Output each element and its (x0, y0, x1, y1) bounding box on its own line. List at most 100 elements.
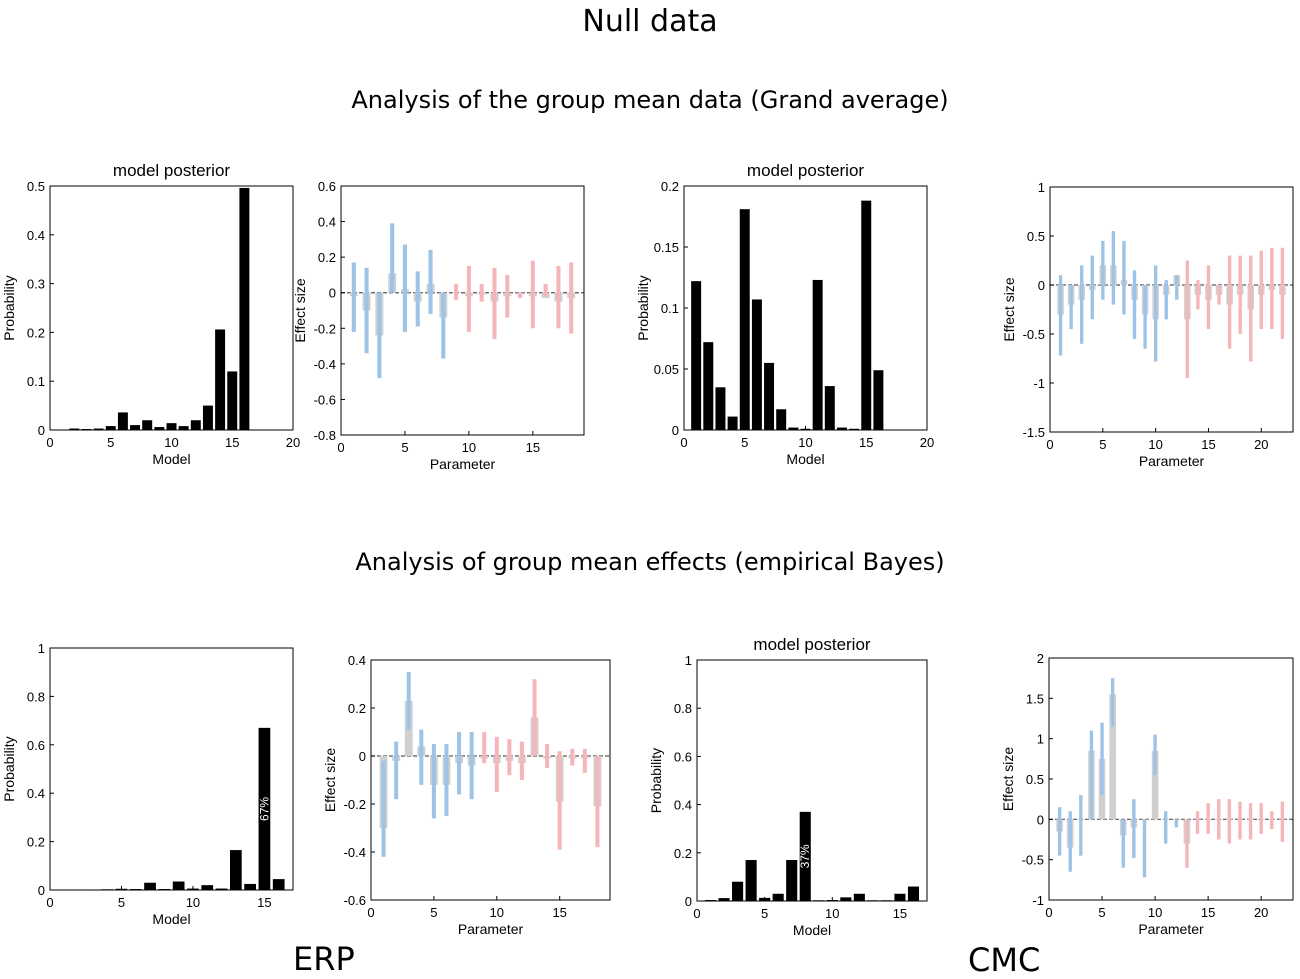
x-tick-label: 5 (430, 905, 437, 920)
credible-interval (1132, 270, 1137, 339)
y-axis-label: Effect size (1000, 747, 1016, 812)
y-tick-label: 0.2 (661, 179, 679, 194)
credible-interval (1249, 255, 1253, 362)
credible-interval (1206, 803, 1210, 834)
credible-interval (1217, 285, 1221, 305)
y-tick-label: 0.15 (654, 240, 679, 255)
probability-bar (849, 428, 860, 430)
axes-frame (1048, 657, 1294, 901)
chart-cmc-bma-peb: 37% 0 5 10 15 0 0.2 0.4 0.6 0.8 1 Model Probability m… (648, 635, 928, 938)
credible-interval (532, 679, 537, 756)
x-tick-label: 5 (1098, 905, 1105, 920)
credible-interval (519, 741, 524, 780)
probability-bar (144, 882, 156, 890)
probability-bar (142, 420, 153, 430)
probability-bar (853, 893, 865, 901)
probability-bar (227, 371, 238, 430)
credible-interval (431, 744, 436, 819)
credible-interval (1175, 275, 1179, 300)
credible-interval (492, 267, 497, 339)
probability-bar (130, 425, 141, 430)
y-tick-label: 0.3 (27, 277, 45, 292)
credible-interval (557, 751, 562, 850)
credible-interval (1259, 250, 1263, 330)
x-tick-label: 10 (825, 906, 839, 921)
x-tick-label: 15 (552, 905, 566, 920)
probability-bar (718, 898, 730, 901)
x-tick-label: 0 (680, 435, 687, 450)
y-tick-label: 0 (359, 749, 366, 764)
figure-title: Null data (582, 4, 718, 39)
probability-bar (154, 427, 165, 430)
axes-frame (49, 647, 294, 891)
credible-interval (505, 274, 510, 318)
credible-interval (444, 744, 449, 816)
credible-interval (1069, 285, 1073, 330)
y-tick-label: 0.1 (661, 301, 679, 316)
y-tick-label: 0 (1038, 278, 1045, 293)
credible-interval (1057, 807, 1062, 856)
probability-bar (215, 329, 226, 430)
probability-bar (202, 405, 213, 430)
y-tick-label: 0.4 (27, 786, 45, 801)
y-tick-label: -0.2 (344, 797, 366, 812)
x-tick-label: 10 (490, 905, 504, 920)
credible-interval (1100, 722, 1104, 796)
y-tick-label: 0 (38, 883, 45, 898)
x-axis-label: Parameter (458, 921, 524, 937)
x-tick-label: 0 (46, 895, 53, 910)
credible-interval (406, 672, 411, 730)
credible-interval (482, 732, 487, 764)
credible-interval (479, 283, 484, 302)
y-tick-label: 0.5 (1026, 772, 1044, 787)
y-tick-label: -1 (1033, 376, 1045, 391)
credible-interval (1174, 819, 1179, 828)
probability-bar (244, 883, 256, 890)
y-axis-label: Effect size (292, 278, 308, 343)
probability-bar (732, 881, 744, 901)
y-axis-label: Probability (1, 275, 17, 340)
credible-interval (1206, 265, 1211, 330)
y-axis-label: Effect size (322, 748, 338, 813)
x-tick-label: 10 (462, 440, 476, 455)
credible-interval (1270, 247, 1274, 330)
y-tick-label: 0.8 (674, 701, 692, 716)
credible-interval (1248, 803, 1253, 840)
x-tick-label: 15 (257, 895, 271, 910)
x-tick-label: 20 (1254, 905, 1268, 920)
x-axis-label: Model (793, 922, 831, 938)
credible-interval (1238, 801, 1242, 840)
credible-interval (428, 250, 433, 315)
x-tick-label: 0 (1045, 905, 1052, 920)
probability-bar (764, 362, 775, 430)
credible-interval (454, 283, 459, 300)
probability-bar (172, 881, 185, 890)
credible-interval (441, 292, 446, 359)
x-tick-label: 5 (107, 435, 114, 450)
x-axis-label: Parameter (430, 456, 496, 472)
chart-title: model posterior (113, 161, 231, 180)
probability-bar (799, 811, 811, 901)
x-tick-label: 15 (1201, 437, 1215, 452)
chart-erp-bma-grand: 0 5 10 15 20 0 0.1 0.2 0.3 0.4 0.5 Model Probability… (1, 161, 300, 467)
credible-interval (1259, 803, 1263, 834)
probability-bar (239, 187, 250, 430)
credible-interval (595, 756, 600, 848)
credible-interval (394, 741, 399, 800)
probability-bar (178, 426, 189, 430)
credible-interval (545, 744, 550, 768)
credible-interval (556, 266, 561, 329)
credible-interval (1080, 265, 1084, 344)
x-axis-label: Model (786, 451, 824, 467)
y-tick-label: 0.6 (27, 738, 45, 753)
credible-interval (1270, 811, 1274, 830)
effect-bar (1109, 694, 1116, 820)
y-tick-label: 0.4 (27, 228, 45, 243)
credible-interval (569, 262, 574, 334)
x-tick-label: 0 (693, 906, 700, 921)
x-tick-label: 0 (367, 905, 374, 920)
effect-bar (1151, 750, 1159, 820)
y-tick-label: 1 (38, 641, 45, 656)
y-tick-label: -0.5 (1023, 327, 1045, 342)
credible-interval (377, 292, 382, 379)
